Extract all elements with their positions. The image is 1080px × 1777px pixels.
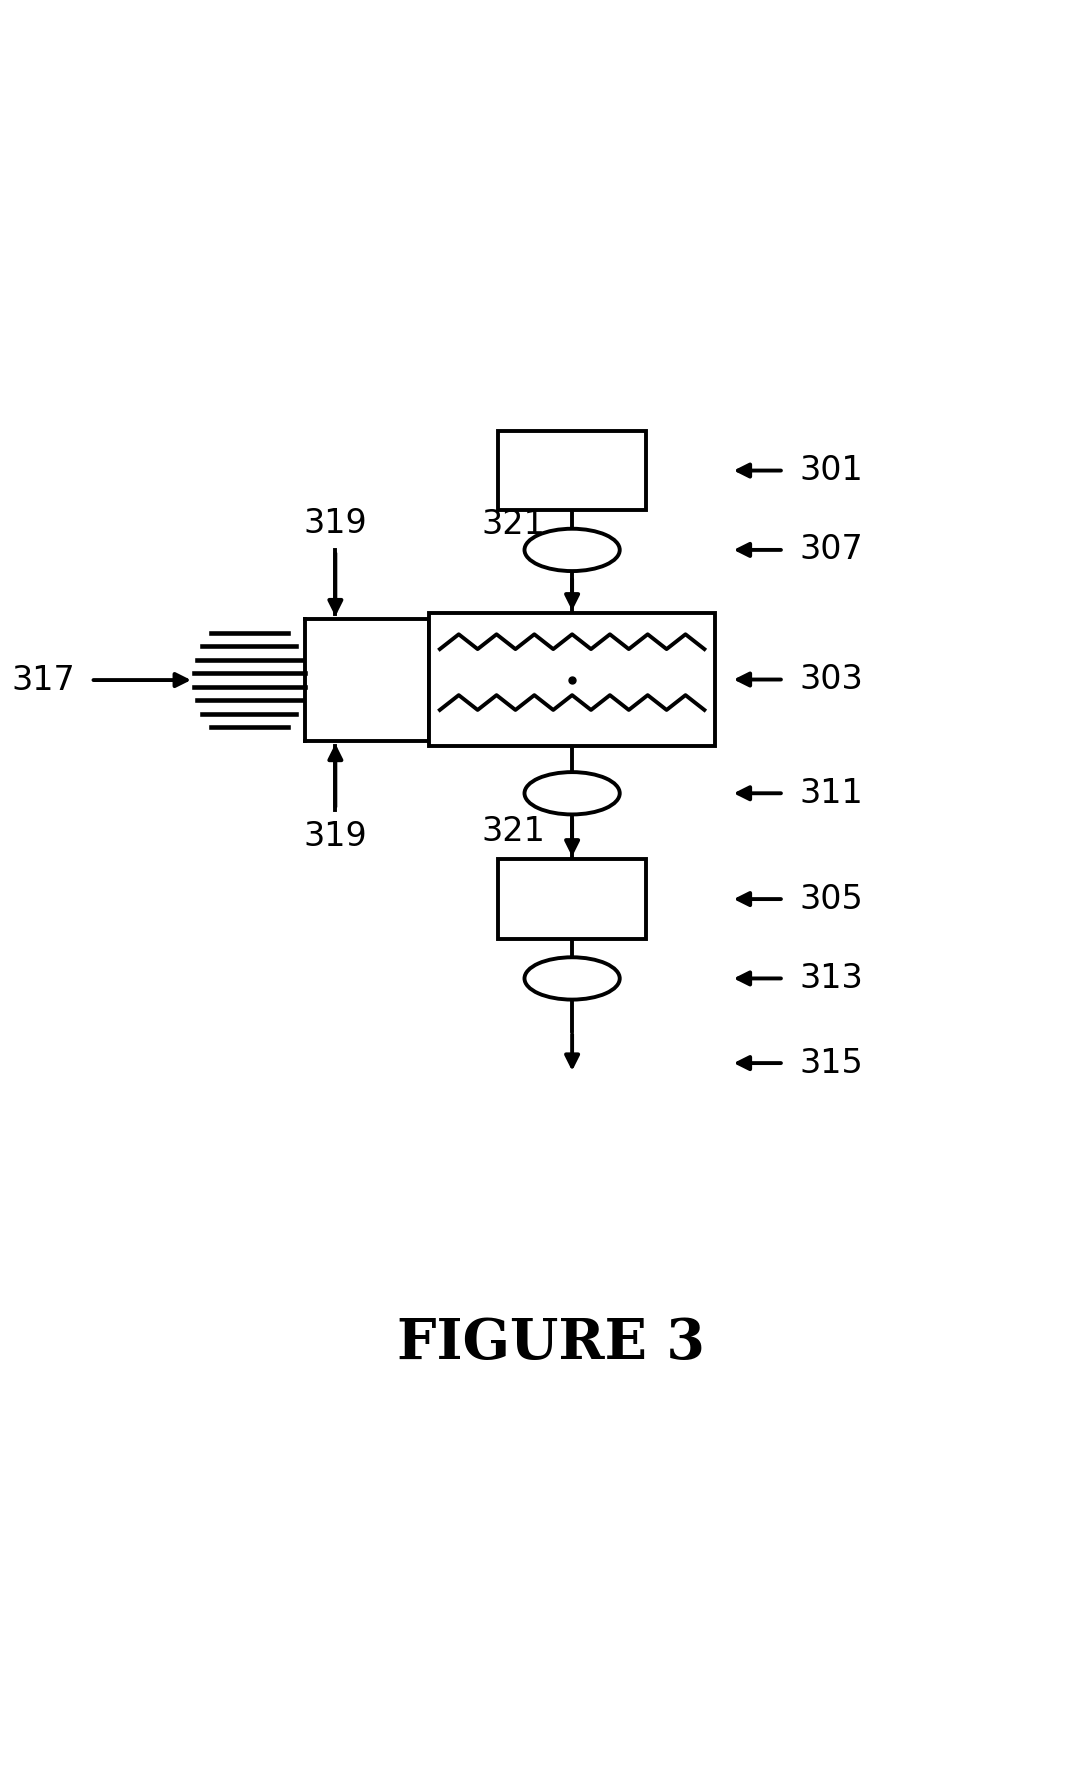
Text: 319: 319 [303,506,367,540]
Text: 317: 317 [11,663,75,697]
Text: 321: 321 [482,508,545,542]
Text: 305: 305 [799,883,863,915]
Text: 315: 315 [799,1047,863,1080]
Bar [429,613,715,746]
Ellipse shape [525,958,620,1000]
Text: 321: 321 [482,816,545,848]
Text: 303: 303 [799,663,863,697]
Text: 301: 301 [799,455,863,487]
Bar [498,860,646,938]
Ellipse shape [525,530,620,570]
Text: 307: 307 [799,533,863,567]
Text: 313: 313 [799,961,863,995]
Bar [498,430,646,510]
Text: 311: 311 [799,777,863,810]
Text: FIGURE 3: FIGURE 3 [397,1317,705,1372]
Ellipse shape [525,773,620,814]
Text: 319: 319 [303,821,367,853]
